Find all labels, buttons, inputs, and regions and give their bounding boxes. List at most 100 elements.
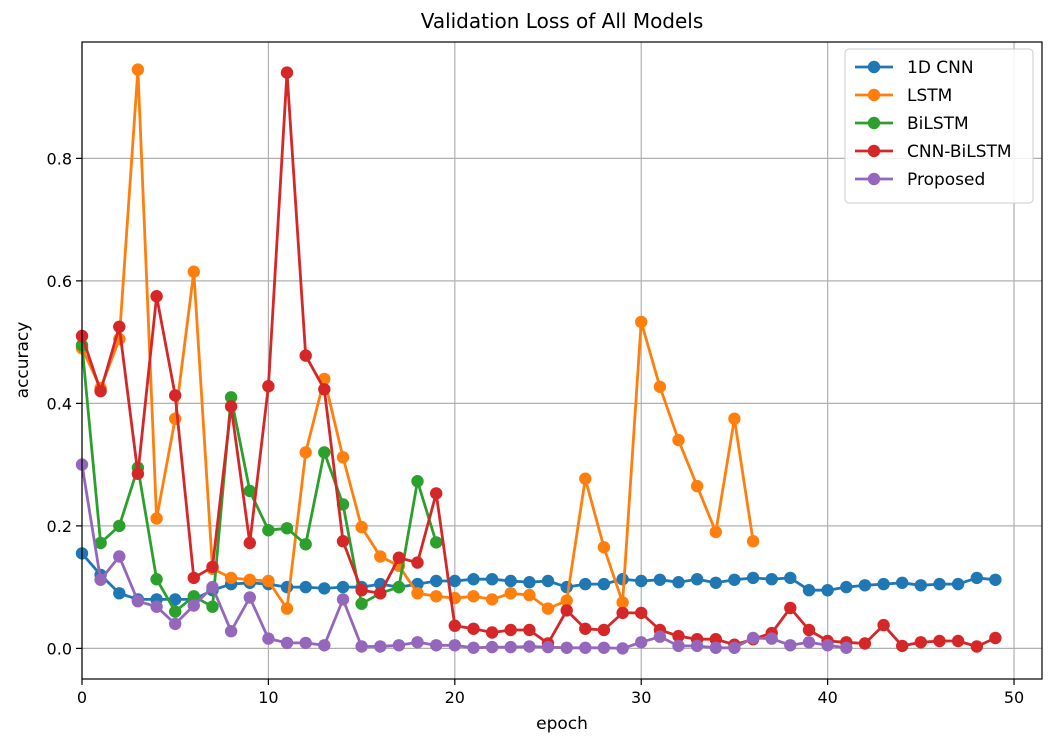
data-point-bilstm <box>280 522 294 535</box>
data-point-lstm <box>187 265 200 278</box>
plot-frame <box>81 41 1043 680</box>
data-point-lstm <box>336 451 350 464</box>
data-point-lstm <box>653 380 667 393</box>
data-point-1d-cnn <box>970 571 983 585</box>
axis-ticks: 0 10 20 30 40 50 0.0 0.2 0.4 0.6 0.8 <box>47 149 1025 707</box>
data-point-proposed <box>262 632 275 645</box>
data-point-bilstm <box>318 446 331 459</box>
data-point-cnn-bilstm <box>94 384 107 398</box>
legend-entry-bilstm: BiLSTM <box>855 114 969 134</box>
data-point-bilstm <box>150 573 163 586</box>
data-point-cnn-bilstm <box>951 634 965 648</box>
data-point-lstm <box>224 571 238 585</box>
data-point-cnn-bilstm <box>169 389 182 402</box>
data-point-1d-cnn <box>784 571 797 585</box>
data-point-1d-cnn <box>541 574 555 588</box>
x-tick-label: 30 <box>631 688 651 707</box>
data-point-1d-cnn <box>318 582 331 595</box>
series-layer <box>75 63 1002 655</box>
y-axis-label: accuracy <box>13 322 33 399</box>
data-point-cnn-bilstm <box>877 618 890 632</box>
data-point-1d-cnn <box>821 584 834 597</box>
data-point-1d-cnn <box>896 576 909 589</box>
data-point-bilstm <box>392 580 406 594</box>
data-point-1d-cnn <box>299 580 312 594</box>
x-tick-label: 0 <box>77 688 87 707</box>
data-point-lstm <box>355 520 368 534</box>
legend-label: 1D CNN <box>907 58 974 78</box>
data-point-cnn-bilstm <box>131 467 145 480</box>
data-point-cnn-bilstm <box>802 623 816 637</box>
y-tick-label: 0.2 <box>47 517 72 536</box>
legend-swatch-marker <box>867 172 881 186</box>
data-point-1d-cnn <box>858 579 872 592</box>
data-point-1d-cnn <box>951 577 965 591</box>
data-point-proposed <box>299 636 312 650</box>
legend: 1D CNN LSTM BiLSTM CNN-BiLSTM Proposed <box>844 48 1034 204</box>
data-point-lstm <box>485 593 499 606</box>
data-point-cnn-bilstm <box>485 626 499 639</box>
data-point-lstm <box>579 472 592 485</box>
legend-frame <box>844 48 1034 204</box>
data-point-1d-cnn <box>765 573 778 586</box>
data-point-cnn-bilstm <box>336 535 350 548</box>
data-point-bilstm <box>94 536 107 550</box>
data-point-lstm <box>635 315 648 329</box>
data-point-cnn-bilstm <box>187 571 200 585</box>
data-point-proposed <box>430 639 443 652</box>
data-point-1d-cnn <box>635 574 648 588</box>
data-point-lstm <box>597 541 611 554</box>
data-point-proposed <box>243 591 256 604</box>
data-point-proposed <box>169 617 182 631</box>
data-point-proposed <box>579 641 592 654</box>
data-point-lstm <box>560 594 573 607</box>
data-point-lstm <box>728 412 741 425</box>
data-point-lstm <box>243 573 256 586</box>
data-point-bilstm <box>187 590 200 603</box>
data-point-1d-cnn <box>746 571 760 585</box>
data-point-proposed <box>131 595 145 608</box>
data-point-lstm <box>690 479 704 493</box>
data-point-1d-cnn <box>709 576 722 589</box>
data-point-proposed <box>709 641 722 654</box>
data-point-proposed <box>280 636 294 650</box>
data-point-lstm <box>262 574 275 588</box>
data-point-cnn-bilstm <box>430 487 443 500</box>
series-bilstm <box>75 339 443 618</box>
data-point-proposed <box>355 640 368 653</box>
data-point-cnn-bilstm <box>597 623 611 637</box>
data-point-cnn-bilstm <box>467 622 480 635</box>
data-point-cnn-bilstm <box>709 633 722 646</box>
data-point-lstm <box>523 588 536 602</box>
x-tick-label: 50 <box>1004 688 1024 707</box>
data-point-lstm <box>430 590 443 603</box>
x-axis-label: epoch <box>536 714 588 734</box>
data-point-cnn-bilstm <box>560 604 573 617</box>
data-point-lstm <box>169 412 182 425</box>
data-point-proposed <box>541 640 555 654</box>
y-tick-label: 0.0 <box>47 639 72 658</box>
data-point-cnn-bilstm <box>299 349 312 362</box>
data-point-proposed <box>467 641 480 654</box>
data-point-cnn-bilstm <box>579 622 592 635</box>
legend-label: CNN-BiLSTM <box>907 142 1012 162</box>
data-point-lstm <box>541 602 555 615</box>
data-point-cnn-bilstm <box>989 631 1002 645</box>
data-point-proposed <box>746 631 760 645</box>
data-point-bilstm <box>355 597 368 610</box>
data-point-cnn-bilstm <box>411 556 424 569</box>
series-line-lstm <box>80 68 755 610</box>
data-point-proposed <box>728 641 741 654</box>
data-point-1d-cnn <box>802 584 816 597</box>
data-point-cnn-bilstm <box>672 629 685 643</box>
data-point-cnn-bilstm <box>933 634 946 648</box>
data-point-proposed <box>113 550 126 563</box>
data-point-proposed <box>374 640 387 653</box>
legend-swatch-marker <box>867 116 881 130</box>
data-point-bilstm <box>430 536 443 549</box>
data-point-proposed <box>765 632 778 645</box>
data-point-lstm <box>467 590 480 603</box>
data-point-cnn-bilstm <box>355 584 368 597</box>
data-point-cnn-bilstm <box>504 623 517 637</box>
